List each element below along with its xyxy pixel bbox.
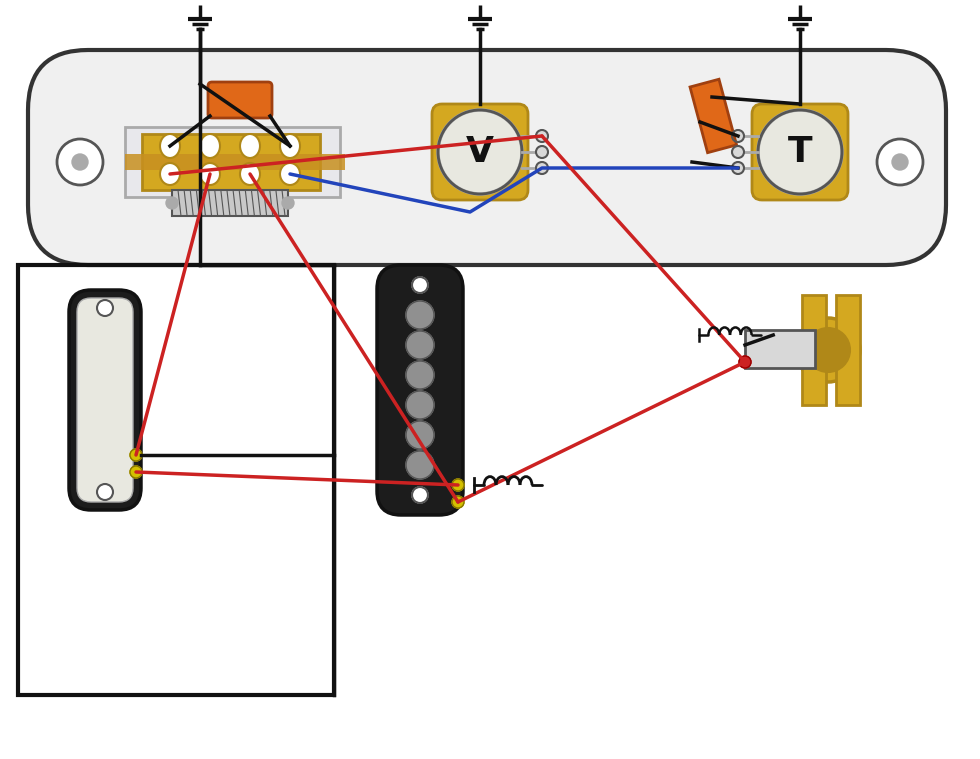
Circle shape [806, 328, 850, 372]
Circle shape [406, 451, 434, 479]
Bar [142, 134, 320, 190]
Circle shape [438, 110, 522, 194]
Circle shape [452, 496, 464, 508]
Circle shape [536, 130, 548, 142]
Ellipse shape [160, 134, 180, 158]
Circle shape [732, 146, 744, 158]
Ellipse shape [280, 163, 300, 185]
Circle shape [877, 139, 923, 185]
Circle shape [130, 466, 142, 478]
Ellipse shape [200, 163, 220, 185]
Circle shape [412, 487, 428, 503]
Circle shape [130, 449, 142, 461]
Circle shape [732, 162, 744, 174]
Circle shape [758, 110, 842, 194]
Ellipse shape [280, 134, 300, 158]
Circle shape [412, 277, 428, 293]
Ellipse shape [160, 163, 180, 185]
Circle shape [536, 146, 548, 158]
Circle shape [796, 318, 860, 382]
Bar [18, 265, 334, 695]
Circle shape [282, 197, 294, 209]
Circle shape [739, 356, 751, 368]
Circle shape [406, 391, 434, 419]
Circle shape [406, 421, 434, 449]
Circle shape [406, 361, 434, 389]
Text: V: V [466, 135, 494, 169]
Ellipse shape [200, 134, 220, 158]
Circle shape [452, 479, 464, 491]
FancyBboxPatch shape [28, 50, 946, 265]
FancyBboxPatch shape [69, 290, 141, 510]
Text: T: T [788, 135, 812, 169]
FancyBboxPatch shape [377, 265, 463, 515]
Circle shape [72, 154, 88, 170]
FancyBboxPatch shape [77, 298, 133, 502]
FancyBboxPatch shape [432, 104, 528, 200]
Circle shape [57, 139, 103, 185]
Circle shape [732, 130, 744, 142]
Bar [125, 127, 340, 197]
Bar [745, 330, 815, 368]
Bar [836, 295, 860, 405]
Bar [125, 154, 345, 170]
FancyBboxPatch shape [208, 82, 272, 118]
Bar [690, 79, 737, 153]
Circle shape [536, 162, 548, 174]
Circle shape [406, 301, 434, 329]
Circle shape [97, 484, 113, 500]
Circle shape [166, 197, 178, 209]
Circle shape [97, 300, 113, 316]
FancyBboxPatch shape [752, 104, 848, 200]
Ellipse shape [240, 134, 260, 158]
Ellipse shape [240, 163, 260, 185]
Bar [802, 295, 826, 405]
Circle shape [406, 331, 434, 359]
Circle shape [892, 154, 908, 170]
Bar [172, 190, 288, 216]
